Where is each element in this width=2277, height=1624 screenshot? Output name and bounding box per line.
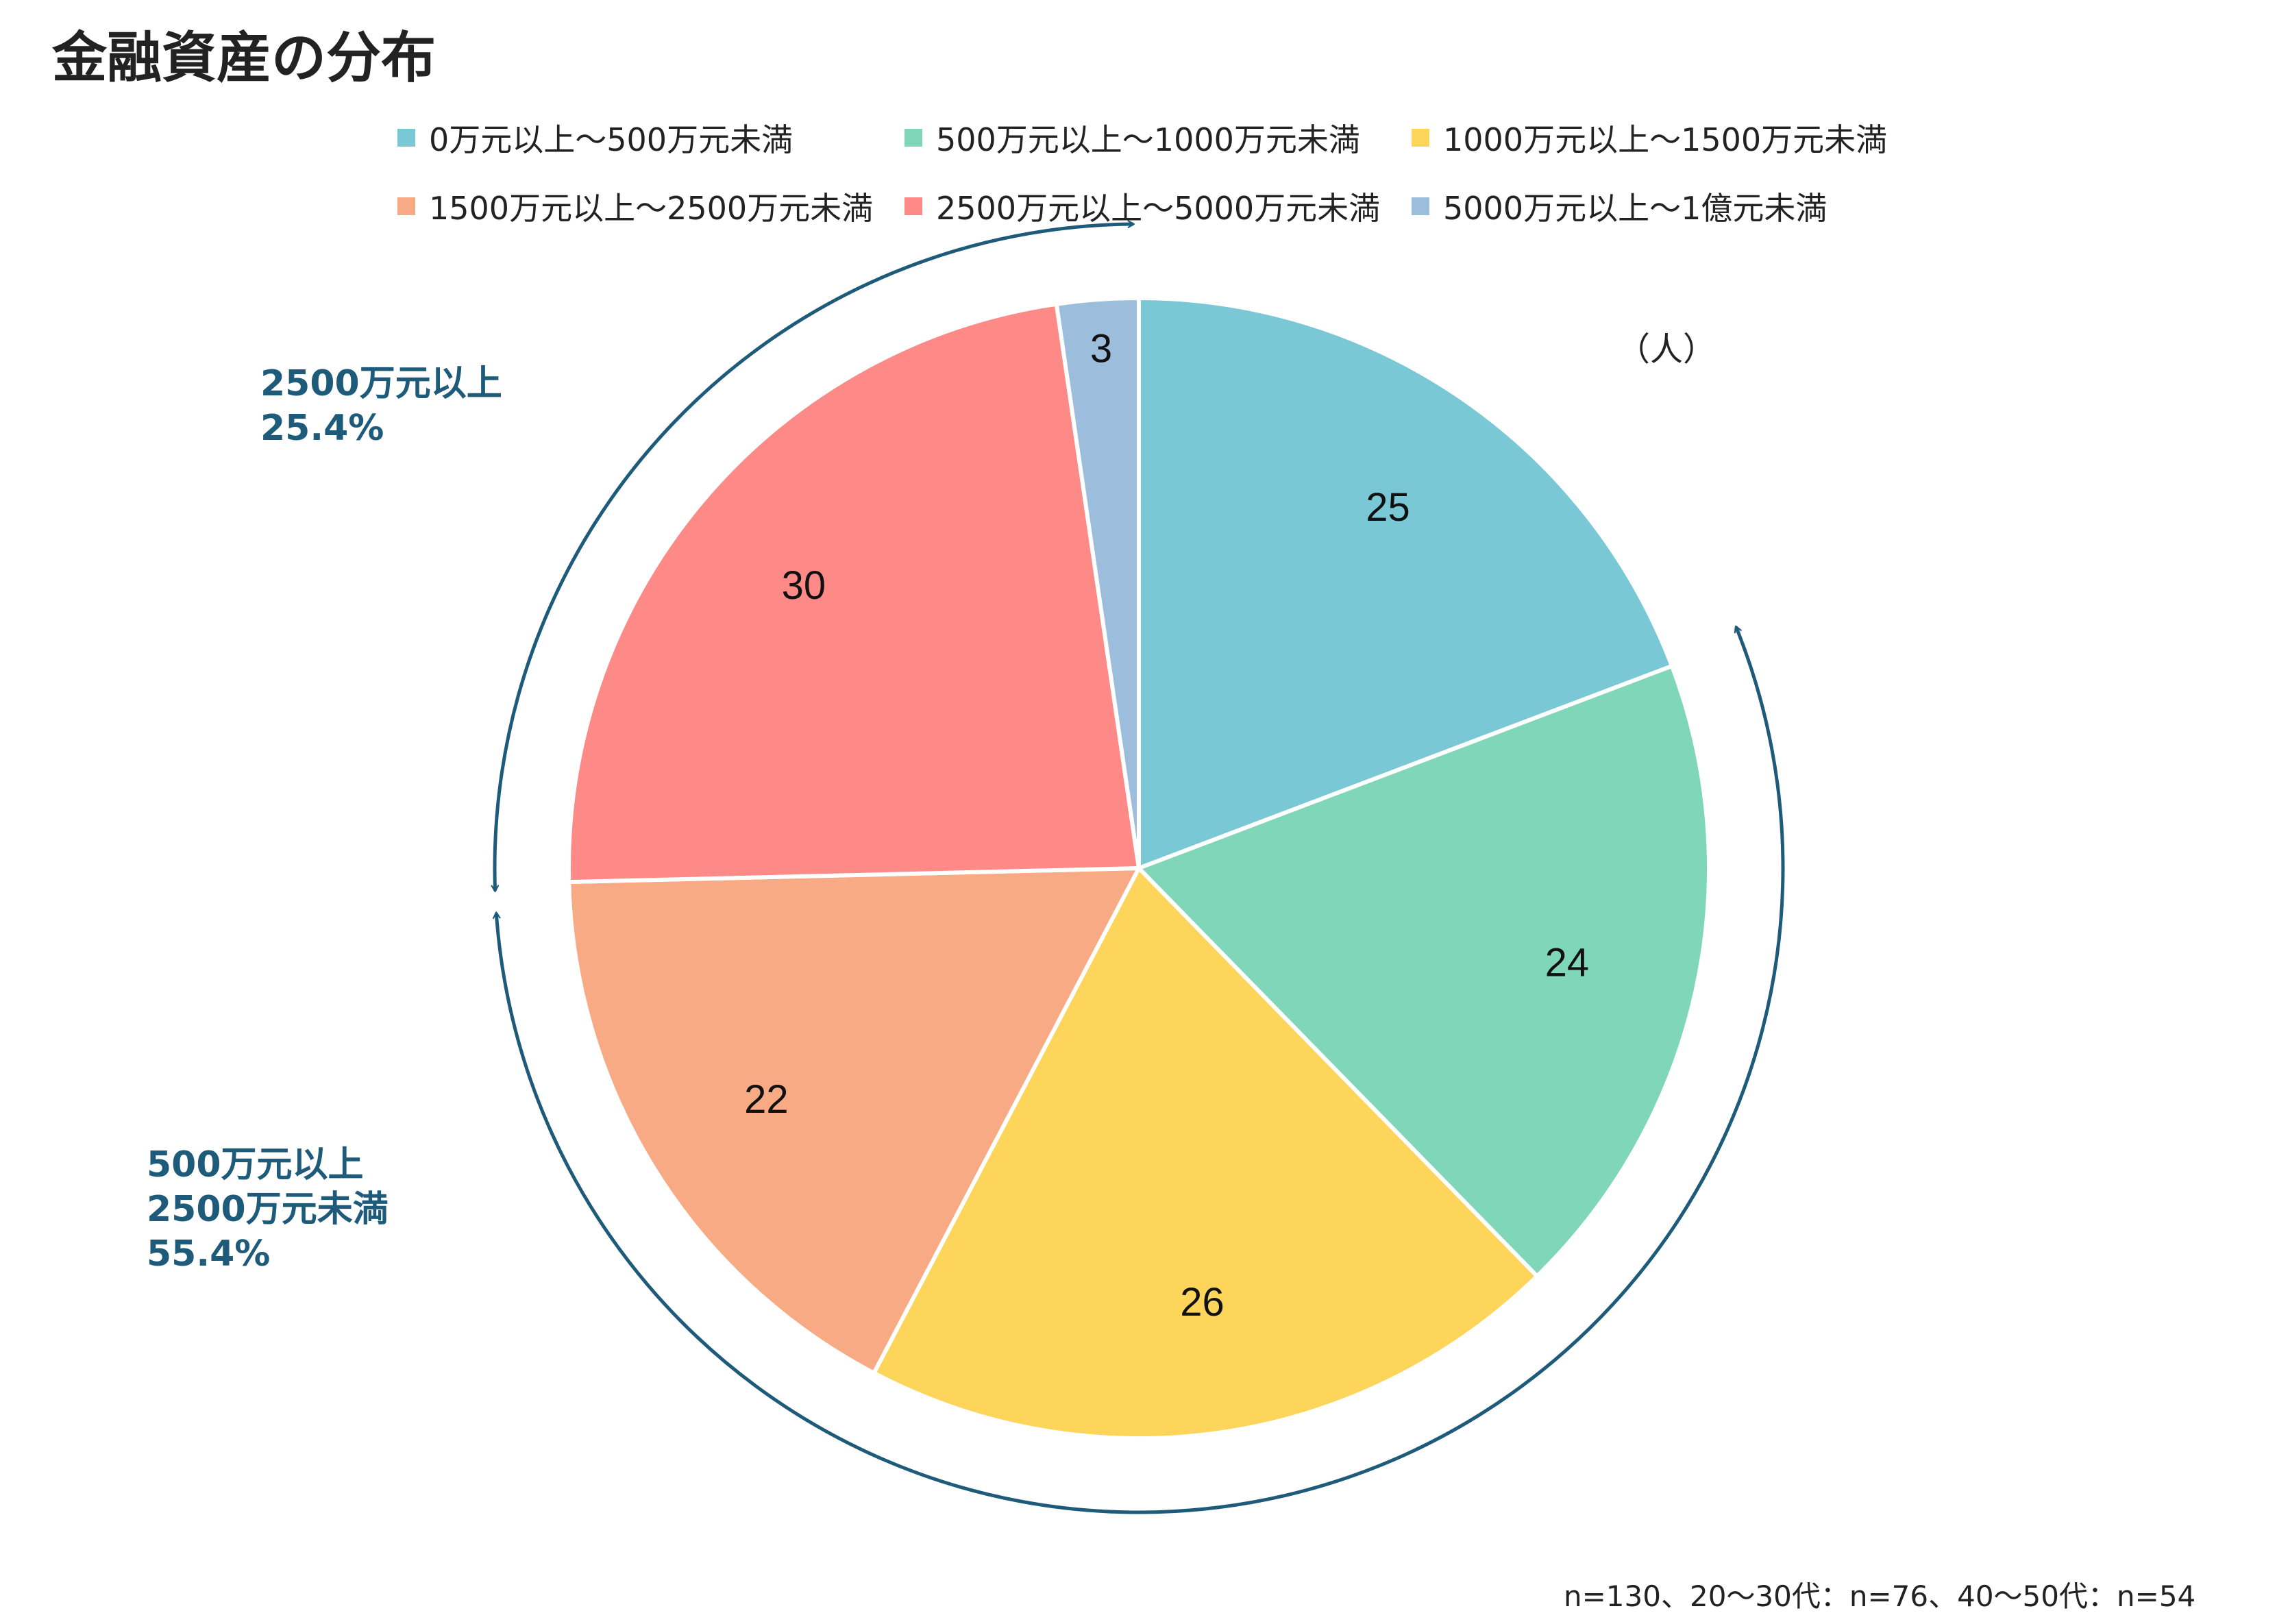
legend-label: 500万元以上～1000万元未満 — [936, 121, 1360, 158]
legend-swatch — [397, 197, 415, 215]
pie-value-label: 26 — [1180, 1280, 1224, 1325]
legend-swatch — [904, 197, 922, 215]
group-label-line: 2500万元以上 — [260, 363, 502, 404]
group-label-line: 500万元以上 — [147, 1144, 364, 1185]
legend-item: 5000万元以上～1億元未満 — [1412, 184, 1827, 229]
group-arrow-500-2500 — [492, 625, 1785, 1514]
legend-swatch — [397, 129, 415, 147]
pie-value-label: 22 — [744, 1077, 789, 1122]
group-arrows — [491, 220, 1785, 1514]
legend-swatch — [1412, 197, 1429, 215]
group-label-percent: 25.4% — [260, 408, 384, 449]
group-label-percent: 55.4% — [147, 1233, 271, 1275]
pie-slice — [871, 864, 1540, 1440]
pie-value-label: 3 — [1090, 326, 1112, 371]
footnote: n=130、20～30代：n=76、40～50代：n=54 — [1564, 1579, 2196, 1613]
legend-item: 500万元以上～1000万元未満 — [904, 115, 1360, 160]
pie-value-label: 24 — [1545, 941, 1590, 985]
group-label-line: 2500万元未満 — [147, 1189, 389, 1230]
legend-label: 1000万元以上～1500万元未満 — [1443, 121, 1888, 158]
chart-title: 金融資産の分布 — [52, 26, 436, 90]
unit-label: （人） — [1617, 330, 1716, 369]
pie-slices — [567, 295, 1711, 1440]
legend-item: 0万元以上～500万元未満 — [397, 115, 793, 160]
legend-item: 1000万元以上～1500万元未満 — [1412, 115, 1887, 160]
pie-slice — [567, 865, 1143, 1376]
legend-swatch — [1412, 129, 1429, 147]
group-label-2500-plus: 2500万元以上 25.4% — [260, 362, 502, 451]
group-label-500-2500: 500万元以上 2500万元未満 55.4% — [147, 1143, 389, 1277]
legend-label: 5000万元以上～1億元未満 — [1443, 190, 1827, 227]
legend-swatch — [904, 129, 922, 147]
pie-value-label: 25 — [1366, 485, 1410, 530]
pie-value-label: 30 — [782, 563, 826, 608]
legend-label: 0万元以上～500万元未満 — [429, 121, 793, 158]
pie-slice — [567, 302, 1142, 885]
